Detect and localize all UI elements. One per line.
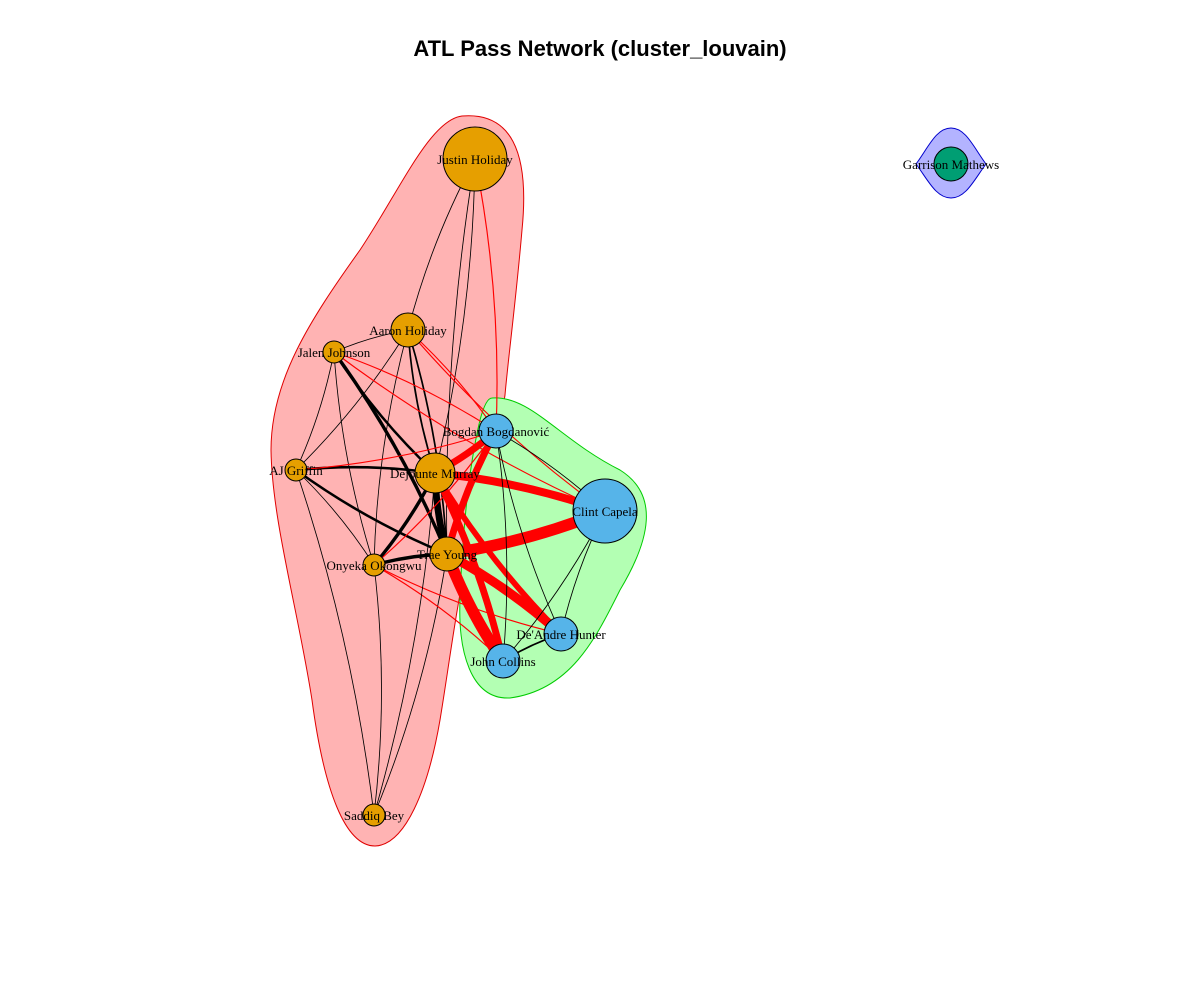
edge-onyeka-saddiq [373, 564, 382, 816]
node-trae[interactable] [429, 536, 465, 572]
network-nodes [284, 126, 969, 827]
edge-bogdan-deandre [495, 430, 562, 635]
node-label-onyeka: Onyeka Okongwu [327, 558, 422, 573]
edge-jalen-onyeka [333, 351, 375, 566]
edge-jalen-clint [333, 351, 606, 512]
node-label-trae: Trae Young [417, 547, 478, 562]
edge-saddiq-dejounte [373, 472, 436, 816]
node-clint[interactable] [572, 478, 638, 544]
edge-justin-dejounte [434, 158, 476, 474]
node-label-jalen: Jalen Johnson [298, 345, 371, 360]
edge-aj-onyeka [295, 469, 375, 566]
node-dejounte[interactable] [414, 452, 456, 494]
node-aj[interactable] [284, 458, 308, 482]
node-aaron[interactable] [390, 312, 426, 348]
edge-onyeka-deandre [373, 564, 562, 635]
community-2-hull [459, 397, 647, 699]
edge-aj-saddiq [295, 469, 375, 816]
community-1-hull [270, 115, 525, 847]
node-onyeka[interactable] [362, 553, 386, 577]
edge-aaron-aj [295, 329, 409, 471]
node-label-aaron: Aaron Holiday [369, 323, 447, 338]
edge-onyeka-bogdan [373, 430, 497, 566]
node-label-justin: Justin Holiday [437, 152, 513, 167]
node-label-saddiq: Saddiq Bey [344, 808, 405, 823]
node-label-bogdan: Bogdan Bogdanović [443, 424, 550, 439]
node-label-dejounte: Dejounte Murray [390, 466, 480, 481]
node-bogdan[interactable] [478, 413, 514, 449]
edge-justin-bogdan [474, 158, 498, 432]
edge-jalen-bogdan [333, 351, 497, 432]
edge-bogdan-john [495, 430, 508, 662]
community-hulls [270, 115, 987, 847]
edge-jalen-aj [295, 351, 335, 471]
node-deandre[interactable] [543, 616, 579, 652]
node-labels: Justin Holiday Aaron Holiday Jalen Johnson… [269, 152, 999, 823]
edge-trae-saddiq [373, 553, 448, 816]
node-label-deandre: De'Andre Hunter [516, 627, 606, 642]
node-label-clint: Clint Capela [572, 504, 638, 519]
node-garrison[interactable] [933, 146, 969, 182]
node-jalen[interactable] [322, 340, 346, 364]
edge-aj-bogdan [295, 430, 497, 471]
node-label-garrison: Garrison Mathews [903, 157, 999, 172]
edge-jalen-trae [332, 350, 449, 555]
node-john[interactable] [485, 643, 521, 679]
node-justin[interactable] [442, 126, 508, 192]
edge-onyeka-john [373, 564, 504, 662]
node-label-aj: AJ Griffin [269, 463, 323, 478]
node-saddiq[interactable] [362, 803, 386, 827]
edge-aaron-trae [407, 329, 448, 555]
chart-title: ATL Pass Network (cluster_louvain) [413, 36, 787, 61]
node-label-john: John Collins [470, 654, 535, 669]
edge-aaron-onyeka [373, 329, 409, 566]
